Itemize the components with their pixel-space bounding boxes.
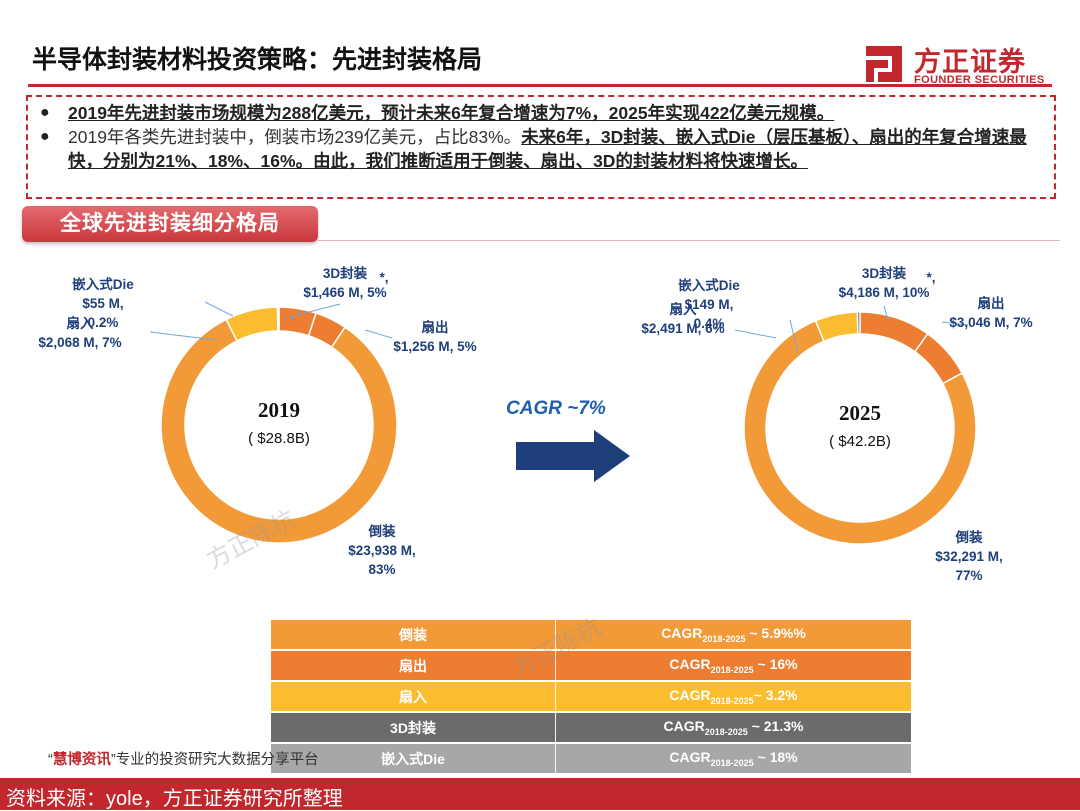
cagr-table-row: 扇出 CAGR2018-2025 ~ 16% (271, 651, 911, 680)
donut-2025-leader-1 (941, 321, 969, 326)
founder-logo: 方正证券 FOUNDER SECURITIES (862, 40, 1052, 88)
ad-brand: 慧博资讯 (52, 752, 111, 768)
cagr-category: 倒装 (271, 620, 556, 649)
cagr-table-row: 倒装 CAGR2018-2025 ~ 5.9%% (271, 620, 911, 649)
donut-2019-leader-1 (364, 329, 393, 339)
donut-2019-leader-3 (149, 331, 217, 341)
bullet-1-strong: 2019年先进封装市场规模为288亿美元，预计未来6年复合增速为7%，2025年… (68, 103, 835, 123)
source-note: 资料来源：yole，方正证券研究所整理 (6, 788, 343, 810)
donut-2019-label-4: 嵌入式Die $55 M, 0.2% (72, 276, 134, 330)
cagr-table-row: 扇入 CAGR2018-2025~ 3.2% (271, 682, 911, 711)
bullet-2-strong: 未来6年，3D封装、嵌入式Die（层压基板）、扇出的年复合增速最快，分别为21%… (68, 127, 1027, 171)
logo-text-en: FOUNDER SECURITIES (914, 74, 1045, 86)
ad-quote-close: ” (110, 752, 116, 768)
cagr-value: CAGR2018-2025 ~ 5.9%% (556, 620, 911, 649)
bullet-2-normal: 2019年各类先进封装中，倒装市场239亿美元，占比83%。 (68, 127, 522, 147)
donut-2019-slice-2 (160, 318, 398, 544)
donut-2019-total: ( $28.8B) (248, 430, 310, 447)
summary-bullet-1: ● 2019年先进封装市场规模为288亿美元，预计未来6年复合增速为7%，202… (36, 101, 1044, 125)
donut-2025-leader-0 (883, 305, 889, 321)
donut-2025-star-mark: *, (926, 270, 935, 285)
title-divider (28, 84, 1052, 87)
bullet-dot-icon: ● (40, 104, 50, 121)
founder-logo-icon (866, 46, 902, 82)
summary-bullet-2: ● 2019年各类先进封装中，倒装市场239亿美元，占比83%。未来6年，3D封… (36, 125, 1044, 173)
cagr-category: 3D封装 (271, 713, 556, 742)
donut-2019-year: 2019 (258, 398, 300, 422)
cagr-table-row: 3D封装 CAGR2018-2025 ~ 21.3% (271, 713, 911, 742)
cagr-value: CAGR2018-2025 ~ 21.3% (556, 713, 911, 742)
ad-tagline: 专业的投资研究大数据分享平台 (115, 752, 319, 768)
cagr-category: 嵌入式Die (271, 744, 556, 773)
cagr-value: CAGR2018-2025 ~ 16% (556, 651, 911, 680)
banner-divider (316, 240, 1060, 241)
donut-2019-label-0: 3D封装$1,466 M, 5% (303, 265, 386, 300)
donut-2019-slice-4 (276, 306, 280, 332)
donut-2025-slice-3 (814, 311, 859, 343)
cagr-category: 扇入 (271, 682, 556, 711)
bullet-dot-icon: ● (40, 128, 50, 145)
platform-ad: “慧博资讯”专业的投资研究大数据分享平台 (48, 748, 319, 769)
donut-2019-star-mark: *, (379, 270, 388, 285)
donut-2025-leader-4 (789, 319, 799, 354)
donut-2025-slice-0 (859, 311, 929, 353)
donut-2019-slice-3 (225, 306, 279, 342)
cagr-table: 倒装 CAGR2018-2025 ~ 5.9%% 扇出 CAGR2018-2025 ~… (271, 618, 911, 775)
logo-text-cn: 方正证券 (914, 47, 1026, 77)
summary-box: ● 2019年先进封装市场规模为288亿美元，预计未来6年复合增速为7%，202… (26, 95, 1056, 199)
right-arrow-icon (516, 430, 630, 482)
donut-2019-label-2: 倒装$23,938 M, 83% (348, 523, 416, 577)
donut-2025-label-1: 扇出$3,046 M, 7% (949, 295, 1032, 330)
donut-2025-label-4: 嵌入式Die $149 M, 0.4% (678, 277, 740, 331)
footer-bar (0, 778, 1080, 810)
cagr-table-row: 嵌入式Die CAGR2018-2025 ~ 18% (271, 744, 911, 773)
cagr-value: CAGR2018-2025 ~ 18% (556, 744, 911, 773)
page-title: 半导体封装材料投资策略：先进封装格局 (32, 46, 483, 74)
donut-2025-label-0: 3D封装$4,186 M, 10% (839, 265, 930, 300)
donut-2025-year: 2025 (839, 401, 881, 425)
ad-quote-open: “ (48, 752, 53, 768)
donut-2025-slice-4 (856, 311, 861, 335)
donut-2025-total: ( $42.2B) (829, 433, 891, 450)
cagr-category: 扇出 (271, 651, 556, 680)
donut-2019-label-1: 扇出$1,256 M, 5% (393, 319, 476, 354)
donut-2025-label-3: 扇入$2,491 M, 6% (641, 301, 724, 336)
cagr-arrow-label: CAGR ~7% (506, 398, 606, 419)
donut-2019-leader-0 (285, 303, 341, 319)
section-banner: 全球先进封装细分格局 (22, 206, 318, 242)
cagr-value: CAGR2018-2025~ 3.2% (556, 682, 911, 711)
donut-2019-leader-4 (204, 301, 234, 317)
donut-2019-label-3: 扇入$2,068 M, 7% (38, 315, 121, 350)
donut-2025-label-2: 倒装$32,291 M, 77% (935, 529, 1003, 583)
donut-2025-leader-3 (734, 329, 777, 339)
donut-2025-slice-2 (743, 319, 977, 545)
